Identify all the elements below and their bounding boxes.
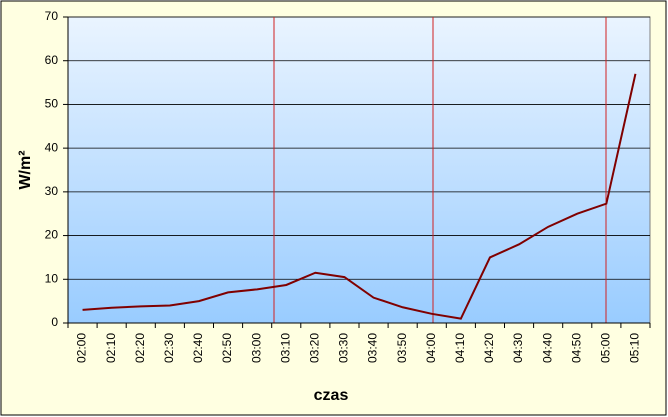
x-tick-label: 03:10 [278, 333, 292, 363]
y-tick-label: 60 [45, 53, 59, 67]
x-tick-label: 02:00 [75, 333, 89, 363]
x-tick-label: 03:40 [366, 333, 380, 363]
x-tick-label: 04:10 [453, 333, 467, 363]
y-tick-label: 50 [45, 97, 59, 111]
x-tick-label: 04:50 [569, 333, 583, 363]
y-axis-title: W/m² [17, 150, 34, 189]
y-tick-label: 40 [45, 140, 59, 154]
x-tick-label: 04:40 [540, 333, 554, 363]
y-tick-label: 0 [51, 315, 58, 329]
x-tick-label: 04:30 [511, 333, 525, 363]
x-tick-label: 03:20 [308, 333, 322, 363]
x-tick-label: 02:10 [104, 333, 118, 363]
x-tick-label: 03:00 [249, 333, 263, 363]
x-tick-label: 03:50 [395, 333, 409, 363]
y-tick-label: 10 [45, 271, 59, 285]
x-tick-label: 02:20 [133, 333, 147, 363]
x-tick-label: 05:10 [628, 333, 642, 363]
x-tick-label: 04:00 [424, 333, 438, 363]
x-axis-title: czas [314, 387, 349, 404]
x-tick-label: 02:30 [162, 333, 176, 363]
y-tick-label: 30 [45, 184, 59, 198]
x-tick-label: 04:20 [482, 333, 496, 363]
data-line [82, 73, 637, 320]
plot-area [67, 16, 651, 324]
x-tick-label: 03:30 [337, 333, 351, 363]
y-tick-label: 20 [45, 228, 59, 242]
y-tick-label: 70 [45, 9, 59, 23]
x-tick-label: 05:00 [599, 333, 613, 363]
x-tick-label: 02:50 [220, 333, 234, 363]
x-tick-label: 02:40 [191, 333, 205, 363]
